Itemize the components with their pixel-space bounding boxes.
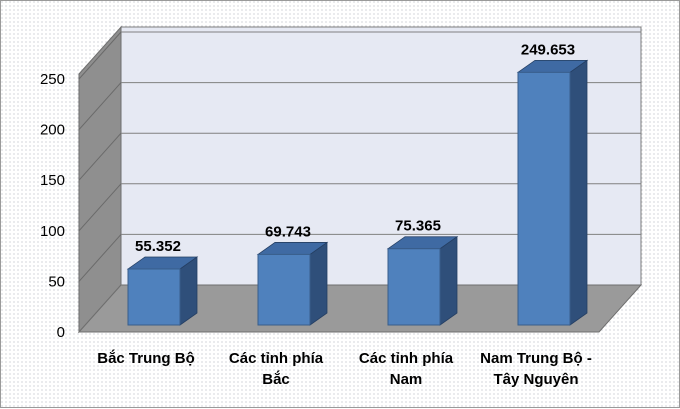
data-label: 249.653 — [521, 41, 575, 58]
side-gridline — [78, 183, 122, 232]
bar — [387, 248, 441, 326]
x-tick-label: Tây Nguyên — [493, 371, 578, 388]
bar-side — [309, 241, 328, 326]
side-gridline — [78, 234, 122, 282]
bar — [257, 253, 311, 326]
y-tick-label: 250 — [40, 71, 65, 88]
side-gridline — [78, 82, 122, 130]
y-tick-label: 100 — [40, 223, 65, 240]
side-gridline — [78, 31, 122, 80]
bar-side — [439, 235, 458, 326]
bar — [127, 268, 181, 326]
side-wall — [78, 25, 122, 334]
side-gridline — [78, 132, 122, 181]
data-label: 75.365 — [395, 218, 441, 235]
x-tick-label: Nam — [390, 371, 423, 388]
x-tick-label: Bắc — [262, 370, 290, 388]
y-tick-label: 0 — [57, 324, 65, 341]
x-tick-label: Bắc Trung Bộ — [97, 349, 195, 367]
floor — [77, 284, 643, 333]
x-tick-label: Các tỉnh phía — [229, 350, 324, 367]
y-tick-label: 150 — [40, 172, 65, 189]
bar — [517, 71, 571, 326]
bar-side — [569, 59, 588, 326]
y-tick-label: 200 — [40, 122, 65, 139]
y-tick-label: 50 — [48, 273, 65, 290]
data-label: 55.352 — [135, 238, 181, 255]
x-tick-label: Các tỉnh phía — [359, 350, 454, 367]
data-label: 69.743 — [265, 223, 311, 240]
x-tick-label: Nam Trung Bộ - — [480, 350, 592, 367]
